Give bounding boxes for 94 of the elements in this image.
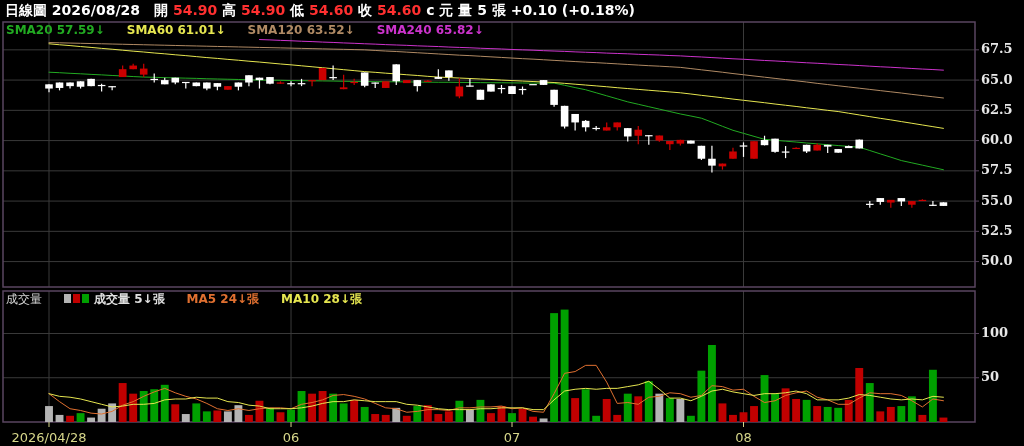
bar (665, 398, 674, 422)
chart-title: 成交量 (6, 292, 42, 306)
bar (707, 344, 716, 422)
bar (729, 414, 737, 422)
bar (276, 412, 285, 422)
bar (487, 413, 495, 422)
bar (644, 381, 653, 422)
bar (823, 406, 832, 422)
bar (266, 407, 274, 422)
bar (781, 388, 790, 422)
bar (45, 406, 53, 422)
bar (939, 417, 948, 422)
bar (244, 414, 253, 422)
candlestick (455, 77, 464, 99)
candlestick (571, 113, 579, 132)
bar (508, 413, 516, 422)
x-tick-label: 08 (735, 430, 752, 445)
bar (813, 406, 822, 422)
bar (181, 414, 190, 422)
bar (886, 406, 895, 422)
bar (318, 391, 327, 422)
bar (771, 393, 780, 422)
y-tick-label: 65.0 (981, 71, 1013, 87)
bar (118, 383, 127, 422)
bar (392, 407, 401, 422)
bar (350, 399, 359, 422)
bar (539, 418, 548, 422)
bar (676, 398, 685, 422)
bar (686, 415, 695, 422)
y-tick-label: 100 (981, 324, 1009, 340)
bar (928, 369, 937, 422)
bar (855, 368, 864, 422)
bar (160, 384, 169, 422)
bar (223, 411, 232, 422)
candlestick (392, 63, 401, 86)
y-tick-label: 62.5 (981, 101, 1013, 117)
x-tick-label: 07 (503, 430, 521, 445)
bar (413, 406, 422, 422)
text: 開 54.90 高 54.90 低 54.60 收 54.60 c 元 量 5 張 +0.10 (+0.18%) (154, 2, 635, 18)
y-tick-label: 55.0 (981, 192, 1013, 208)
bar (897, 406, 906, 422)
bar (581, 389, 590, 422)
bar (592, 415, 601, 422)
candlestick (634, 125, 643, 145)
candlestick (708, 145, 716, 174)
bar (150, 389, 159, 422)
bar (339, 403, 348, 422)
bar (171, 404, 180, 422)
bar (465, 409, 474, 422)
bar (550, 313, 559, 422)
bar (844, 399, 853, 422)
bar (834, 407, 843, 422)
y-tick-label: 50.0 (981, 253, 1013, 269)
bar (402, 415, 411, 422)
bar (371, 414, 380, 422)
bar (802, 399, 811, 422)
bar (613, 414, 622, 422)
bar (213, 410, 222, 422)
bar (876, 411, 885, 422)
y-tick-label: 57.5 (981, 162, 1013, 178)
bar (434, 414, 443, 422)
y-tick-label: 67.5 (981, 41, 1013, 57)
bar (360, 406, 369, 422)
bar (202, 411, 211, 422)
bar (571, 398, 580, 422)
bar (718, 403, 727, 422)
bar (655, 393, 664, 422)
bar (560, 309, 569, 422)
bar (139, 391, 148, 422)
bar (87, 417, 96, 422)
bar (76, 413, 85, 422)
bar (287, 409, 295, 422)
x-tick-label: 2026/04/28 (11, 430, 87, 445)
bar (602, 398, 611, 422)
bar (623, 393, 632, 422)
bar (529, 416, 537, 422)
bar (444, 411, 453, 422)
bar (234, 405, 243, 422)
chart-title: 日線圖 2026/08/28 (5, 2, 141, 18)
bar (697, 370, 706, 422)
bar (750, 406, 758, 422)
bar (66, 415, 74, 422)
bar (634, 396, 643, 422)
y-tick-label: 60.0 (981, 132, 1013, 148)
y-tick-label: 52.5 (981, 222, 1013, 238)
legend-label: 成交量 5↓張 (93, 292, 166, 306)
bar (865, 383, 874, 422)
bar (918, 414, 927, 422)
x-tick-label: 06 (282, 430, 300, 445)
bar (192, 403, 201, 422)
bar (792, 398, 801, 422)
bar (739, 412, 748, 422)
y-tick-label: 50 (981, 369, 1000, 385)
bar (381, 414, 390, 422)
